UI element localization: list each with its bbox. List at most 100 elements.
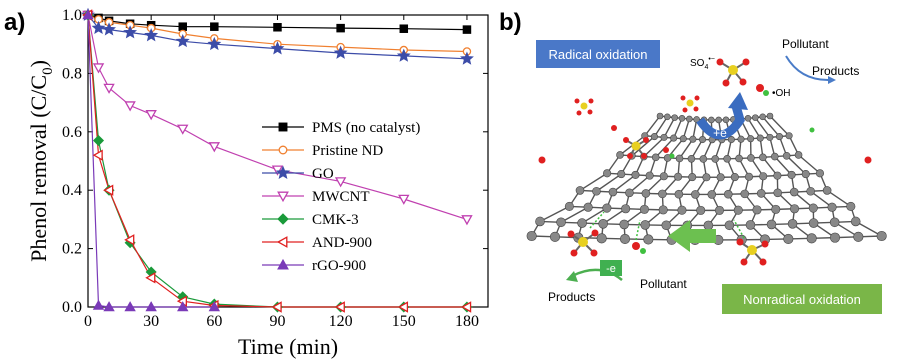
x-tick-label: 30	[143, 313, 159, 330]
carbon-atom	[783, 233, 794, 245]
phenol-removal-chart: 0 30 60 90 120 150 180 0.0 0.2 0.4 0.6 0.8 1.0 PMS (…	[26, 7, 489, 359]
carbon-atom	[689, 135, 697, 143]
carbon-atom	[596, 233, 607, 244]
carbon-atom	[808, 218, 819, 228]
carbon-atom	[827, 202, 837, 212]
data-point	[271, 301, 282, 313]
carbon-atom	[723, 154, 731, 163]
legend-label: MWCNT	[312, 189, 370, 205]
data-point	[92, 149, 103, 161]
carbon-atom	[747, 154, 755, 162]
legend: PMS (no catalyst) Pristine ND GO MWCNT CMK-3…	[262, 120, 420, 274]
radical-oxidation-box	[536, 40, 660, 68]
data-point	[123, 25, 138, 39]
carbon-atom	[679, 135, 687, 143]
carbon-atom	[727, 136, 735, 144]
bottom-pollutant-molecule	[632, 242, 646, 254]
carbon-atom	[535, 216, 545, 227]
carbon-atom	[592, 186, 601, 196]
carbon-atom	[733, 205, 743, 215]
carbon-atom	[660, 133, 668, 141]
carbon-atom	[787, 219, 798, 229]
pollutant-to-products-arrowhead	[828, 76, 836, 84]
data-point	[103, 184, 114, 196]
carbon-atom	[645, 171, 654, 180]
interaction-dots-1	[589, 211, 605, 229]
carbon-atom	[678, 115, 686, 122]
carbon-atom	[853, 231, 864, 242]
carbon-atom	[702, 173, 711, 182]
carbon-atom	[716, 173, 725, 182]
x-tick-label: 60	[206, 313, 222, 330]
carbon-atom	[673, 172, 683, 181]
carbon-atom	[643, 234, 654, 245]
carbon-atom	[619, 219, 629, 230]
data-point	[145, 272, 156, 284]
data-point	[336, 23, 345, 33]
carbon-atom	[688, 173, 697, 182]
adsorbed-sulfate-molecule	[623, 137, 649, 159]
carbon-atom	[759, 153, 767, 162]
bottom-right-sulfate-molecule	[736, 238, 769, 266]
carbon-atom	[598, 219, 608, 229]
carbon-atom	[707, 190, 717, 199]
data-point	[208, 142, 221, 153]
carbon-atom	[744, 115, 752, 122]
data-point	[178, 22, 187, 31]
interaction-dots-2	[635, 219, 641, 241]
electron-gain-label: +e	[713, 126, 727, 140]
carbon-atom	[625, 188, 634, 198]
nonradical-direction-arrow	[668, 220, 716, 252]
series-line-6	[87, 14, 215, 308]
carbon-atom	[661, 220, 672, 231]
interaction-dots-3	[733, 219, 745, 239]
data-point	[396, 48, 411, 62]
data-point	[462, 25, 472, 34]
carbon-atom	[822, 186, 832, 195]
pollutant-bottom-label: Pollutant	[640, 277, 687, 291]
carbon-atom	[564, 201, 574, 211]
floating-sulfate-molecule-center	[680, 95, 700, 113]
legend-marker	[275, 165, 291, 180]
carbon-atom	[714, 205, 725, 215]
sulfate-radical-text: SO	[690, 58, 705, 69]
data-point	[103, 83, 115, 94]
carbon-atom	[756, 134, 764, 142]
carbon-atom	[715, 116, 722, 124]
carbon-atom	[752, 114, 759, 121]
carbon-atom	[766, 112, 774, 120]
carbon-atom	[815, 169, 825, 178]
nonradical-oxidation-label: Nonradical oxidation	[743, 292, 861, 307]
carbon-atom	[770, 152, 779, 161]
products-top-label: Products	[812, 64, 859, 78]
carbon-atom	[747, 135, 755, 143]
series-markers	[81, 7, 474, 313]
carbon-atom	[691, 190, 700, 199]
plot-frame	[87, 14, 489, 308]
carbon-atom	[752, 205, 762, 215]
carbon-atom	[801, 170, 810, 179]
carbon-atom	[674, 189, 684, 199]
sulfate-radical-label: SO4•−	[690, 56, 715, 71]
y-tick-label: 0.0	[62, 299, 82, 316]
carbon-atom	[631, 170, 640, 179]
y-tick-label: 0.2	[62, 241, 82, 258]
sulfate-radical-sub: 4	[704, 64, 708, 71]
legend-marker	[277, 191, 289, 203]
carbon-atom	[640, 220, 651, 230]
y-axis-label: Phenol removal (C/C0)	[26, 60, 56, 262]
carbon-atom	[829, 232, 841, 243]
carbon-atom	[771, 204, 781, 214]
y-tick-label: 0.4	[62, 182, 82, 199]
axis-ticks: 0 30 60 90 120 150 180 0.0 0.2 0.4 0.6 0.8 1.0	[62, 7, 488, 330]
legend-label: rGO-900	[312, 258, 366, 274]
x-axis-label: Time (min)	[238, 334, 338, 359]
carbon-atom	[808, 203, 818, 213]
carbon-atom	[708, 116, 715, 124]
carbon-atom	[696, 205, 706, 215]
data-point	[145, 110, 157, 121]
data-point	[461, 215, 473, 226]
data-point	[210, 22, 219, 31]
carbon-atom	[641, 189, 651, 198]
carbon-atom	[603, 169, 612, 178]
